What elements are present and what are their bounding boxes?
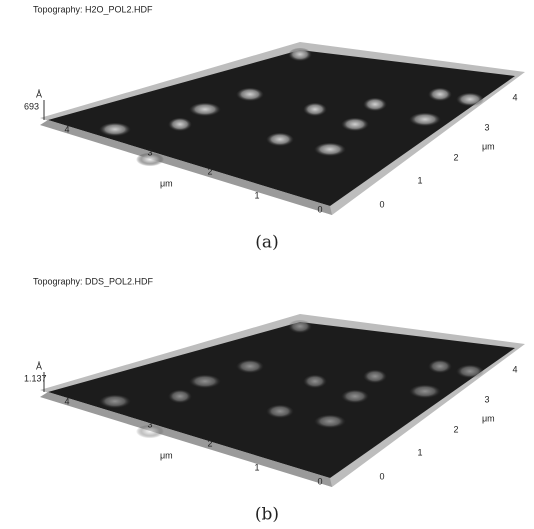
- bump: [189, 375, 221, 389]
- bump: [456, 365, 484, 379]
- bump: [409, 385, 441, 399]
- bump: [363, 98, 387, 112]
- z-unit: Å: [36, 361, 42, 371]
- right-tick: 0: [379, 471, 384, 481]
- bump: [236, 88, 264, 102]
- bump: [99, 123, 131, 137]
- right-tick: 4: [512, 364, 517, 374]
- left-tick: 0: [317, 204, 322, 214]
- bump: [303, 103, 327, 117]
- left-unit: μm: [160, 178, 173, 188]
- left-unit: μm: [160, 450, 173, 460]
- left-tick: 2: [207, 166, 212, 176]
- afm-panel: Topography: DDS_POL2.HDF Å 1.137 4 3 2 1 0 μm 0 1 2…: [24, 276, 525, 524]
- left-tick: 2: [207, 438, 212, 448]
- panel-title: Topography: DDS_POL2.HDF: [33, 276, 154, 286]
- bump: [288, 320, 312, 334]
- bump: [456, 93, 484, 107]
- right-tick: 2: [453, 424, 458, 434]
- bump: [341, 390, 369, 404]
- caption: (b): [255, 505, 279, 525]
- bump: [409, 113, 441, 127]
- bump: [266, 405, 294, 419]
- bump: [99, 395, 131, 409]
- figure: Topography: H2O_POL2.HDF Å 693 4 3 2 1 0 μm 0 1 2 3 4…: [0, 0, 534, 529]
- left-tick: 4: [64, 396, 69, 406]
- afm-panel: Topography: H2O_POL2.HDF Å 693 4 3 2 1 0 μm 0 1 2 3 4…: [24, 4, 525, 252]
- bump: [168, 390, 192, 404]
- bump: [189, 103, 221, 117]
- right-tick: 0: [379, 199, 384, 209]
- left-tick: 0: [317, 476, 322, 486]
- right-unit: μm: [482, 141, 495, 151]
- left-tick: 1: [254, 190, 259, 200]
- right-tick: 2: [453, 152, 458, 162]
- bump: [314, 415, 346, 429]
- right-tick: 3: [484, 394, 489, 404]
- left-tick: 3: [147, 147, 152, 157]
- z-tick: 1.137: [24, 373, 47, 383]
- right-tick: 4: [512, 92, 517, 102]
- bump: [168, 118, 192, 132]
- right-tick: 1: [417, 447, 422, 457]
- panel-title: Topography: H2O_POL2.HDF: [33, 4, 153, 14]
- bump: [236, 360, 264, 374]
- bump: [314, 143, 346, 157]
- bump: [341, 118, 369, 132]
- right-unit: μm: [482, 413, 495, 423]
- bump: [428, 360, 452, 374]
- bump: [303, 375, 327, 389]
- bump: [288, 48, 312, 62]
- caption: (a): [255, 233, 278, 253]
- bump: [428, 88, 452, 102]
- left-tick: 3: [147, 419, 152, 429]
- bump: [266, 133, 294, 147]
- right-tick: 1: [417, 175, 422, 185]
- bump: [363, 370, 387, 384]
- z-unit: Å: [36, 89, 42, 99]
- z-tick: 693: [24, 101, 39, 111]
- left-tick: 1: [254, 462, 259, 472]
- left-tick: 4: [64, 124, 69, 134]
- right-tick: 3: [484, 122, 489, 132]
